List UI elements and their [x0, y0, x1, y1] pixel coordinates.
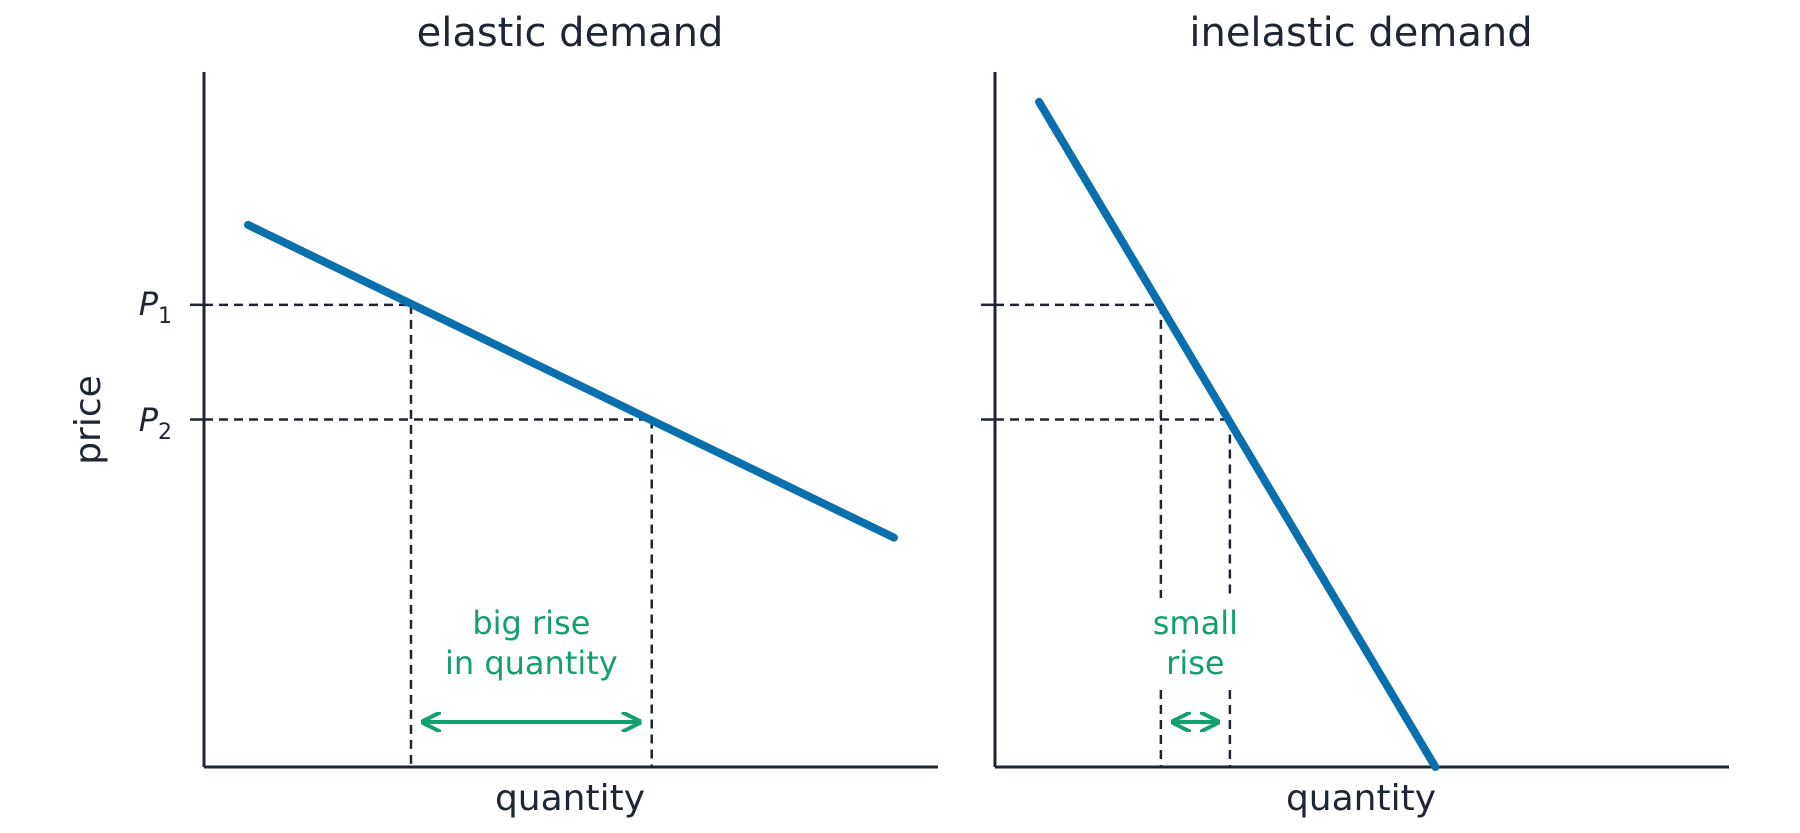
elastic-panel-title: elastic demand — [417, 10, 724, 56]
inelastic-demand-line — [1035, 97, 1440, 771]
price-label-p1-symbol: P — [139, 285, 159, 323]
price-label-p2-symbol: P — [139, 401, 159, 439]
price-label-p2-subscript: 2 — [158, 420, 172, 445]
price-label-p1-subscript: 1 — [158, 304, 172, 329]
inelastic-annotation-line-2: rise — [1166, 644, 1224, 682]
elastic-demand-line — [244, 220, 898, 542]
elastic-annotation-line-2: in quantity — [445, 644, 618, 682]
inelastic-panel-title: inelastic demand — [1189, 10, 1532, 56]
inelastic-x-axis-label: quantity — [1286, 778, 1436, 819]
price-label-p2: P2 — [139, 401, 172, 445]
price-label-p1: P1 — [139, 285, 172, 329]
inelastic-annotation-line-1: small — [1153, 604, 1238, 642]
elastic-x-axis-label: quantity — [495, 778, 645, 819]
elastic-annotation-line-1: big rise — [472, 604, 590, 642]
y-axis-label: price — [68, 375, 109, 465]
